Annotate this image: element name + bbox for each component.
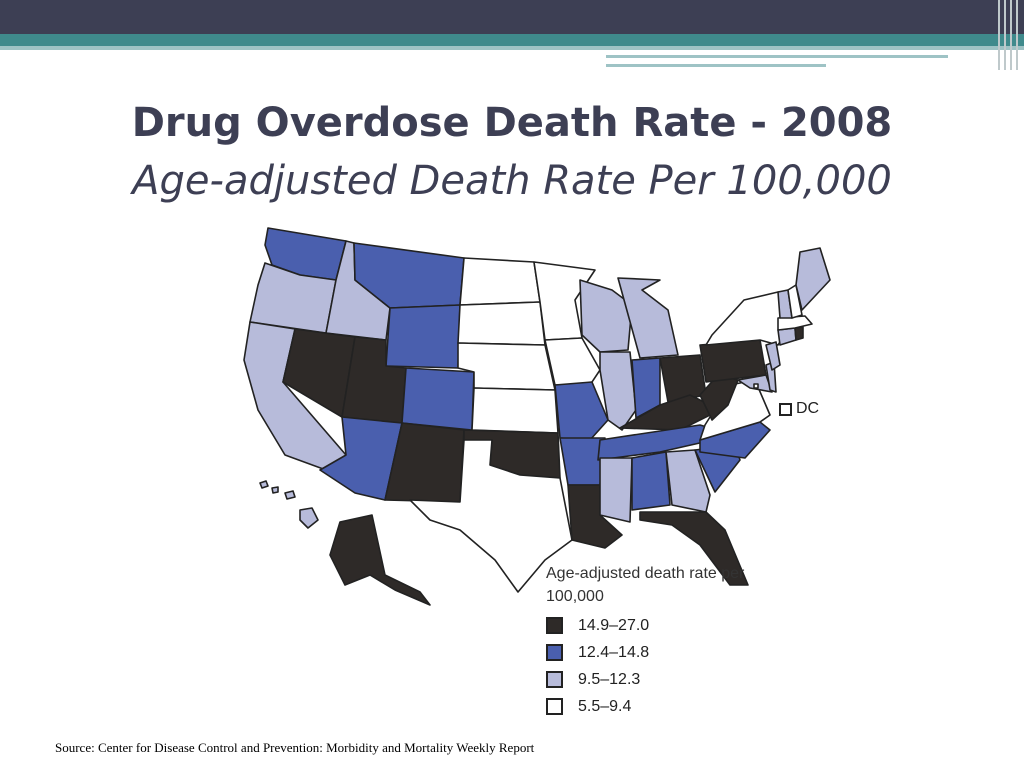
- state-CO: [401, 367, 475, 431]
- state-MA: [777, 315, 813, 331]
- legend-label: 12.4–14.8: [578, 643, 650, 661]
- slide-subtitle: Age-adjusted Death Rate Per 100,000: [132, 158, 892, 204]
- state-DC: [753, 383, 759, 389]
- state-TN: [597, 424, 736, 461]
- dc-label: DC: [779, 400, 819, 418]
- legend-item: 14.9–27.0: [546, 612, 649, 639]
- legend-label: 5.5–9.4: [578, 697, 632, 715]
- state-OH: [659, 354, 707, 403]
- state-ND: [459, 257, 541, 306]
- legend-title: Age-adjusted death rate per 100,000: [546, 565, 745, 605]
- state-AK: [329, 514, 431, 606]
- header-light-band: [0, 46, 1024, 50]
- legend-label: 9.5–12.3: [578, 670, 641, 688]
- state-AL: [631, 451, 671, 511]
- legend-swatch: [546, 671, 563, 688]
- state-HI: [259, 480, 319, 529]
- state-CT: [777, 327, 797, 346]
- state-PA: [699, 339, 767, 383]
- legend-swatch: [546, 698, 563, 715]
- dc-marker: [779, 402, 792, 416]
- legend-item: 5.5–9.4: [546, 693, 649, 720]
- state-IA: [544, 337, 601, 386]
- state-ME: [795, 247, 831, 311]
- state-WI: [579, 279, 633, 353]
- header-bar: [0, 0, 1024, 34]
- legend-item: 9.5–12.3: [546, 666, 649, 693]
- state-FL: [639, 511, 749, 586]
- legend-swatch: [546, 644, 563, 661]
- state-NY: [705, 291, 789, 346]
- state-IL: [599, 351, 637, 431]
- state-RI: [794, 326, 804, 341]
- state-AR: [559, 437, 606, 486]
- us-map: [225, 220, 845, 620]
- state-SD: [457, 301, 546, 346]
- legend-swatch: [546, 617, 563, 634]
- state-NH: [787, 284, 803, 319]
- state-MO: [554, 381, 609, 441]
- header-right-stripes: [996, 0, 1024, 70]
- legend-label: 14.9–27.0: [578, 616, 650, 634]
- state-TX: [409, 439, 573, 593]
- header-teal-band: [0, 34, 1024, 46]
- slide-title: Drug Overdose Death Rate - 2008: [131, 100, 893, 146]
- header-accent-line: [606, 64, 826, 67]
- dc-text: DC: [796, 400, 820, 417]
- state-MS: [599, 457, 633, 523]
- state-KS: [471, 387, 559, 434]
- state-GA: [665, 449, 711, 513]
- header-accent-line: [606, 55, 948, 58]
- state-MI: [617, 277, 679, 359]
- legend: 14.9–27.0 12.4–14.8 9.5–12.3 5.5–9.4: [546, 612, 649, 720]
- source-citation: Source: Center for Disease Control and P…: [55, 740, 535, 755]
- legend-item: 12.4–14.8: [546, 639, 649, 666]
- state-WY: [385, 304, 461, 369]
- state-NJ: [765, 341, 781, 371]
